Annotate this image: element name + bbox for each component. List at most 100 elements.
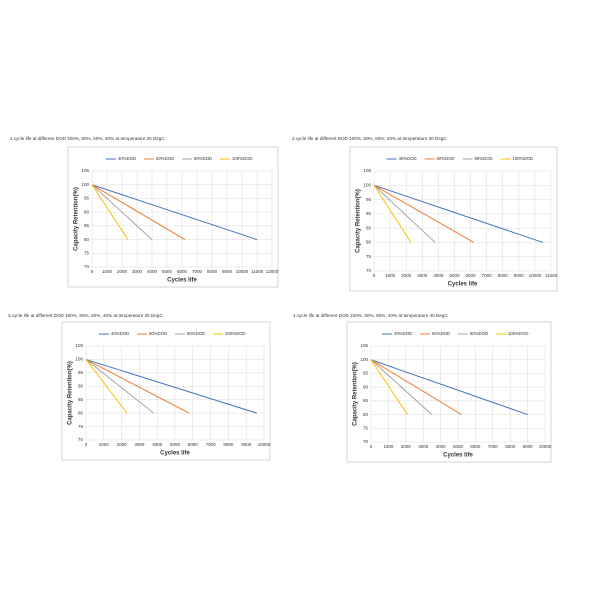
y-tick-label: 100 — [81, 182, 89, 187]
chart-title: 2.cycle life at different DOD 100%, 80%,… — [292, 136, 447, 141]
y-tick-label: 80 — [366, 240, 372, 245]
y-tick-label: 85 — [363, 398, 369, 403]
x-tick-label: 5000 — [449, 273, 460, 278]
y-tick-label: 70 — [363, 439, 369, 444]
series-line — [373, 185, 412, 243]
y-axis-title: Capacity Retention(%) — [353, 362, 359, 426]
x-tick-label: 3000 — [132, 269, 143, 274]
x-tick-label: 9000 — [514, 273, 525, 278]
y-tick-label: 85 — [366, 225, 372, 230]
series-line — [370, 359, 433, 415]
series-line — [370, 359, 528, 416]
chart: 4.cycle life at different DOD 100%, 80%,… — [293, 313, 552, 463]
x-tick-label: 8000 — [223, 442, 234, 447]
y-tick-label: 95 — [78, 370, 84, 375]
legend-label: 60%DOD — [432, 331, 450, 336]
x-tick-label: 4000 — [147, 269, 158, 274]
y-tick-label: 90 — [363, 384, 369, 389]
x-axis-title: Cycles life — [167, 278, 197, 284]
y-axis-title: Capacity Retention(%) — [74, 187, 80, 251]
chart-title: 1.cycle life at different DOD 100%, 80%,… — [10, 136, 165, 141]
y-axis-title: Capacity Retention(%) — [356, 189, 362, 253]
x-tick-label: 7000 — [482, 273, 493, 278]
series-line — [91, 184, 129, 240]
x-tick-label: 11000 — [251, 269, 264, 274]
x-tick-label: 3000 — [134, 442, 145, 447]
x-tick-label: 3000 — [417, 273, 428, 278]
x-tick-label: 1000 — [99, 442, 110, 447]
x-tick-label: 2000 — [117, 442, 128, 447]
series-line — [85, 358, 258, 414]
x-tick-label: 0 — [370, 444, 373, 449]
x-tick-label: 10000 — [236, 269, 249, 274]
y-tick-label: 85 — [78, 397, 84, 402]
series-line — [373, 184, 544, 243]
y-tick-label: 105 — [360, 343, 368, 348]
x-tick-label: 7000 — [192, 269, 203, 274]
x-tick-label: 9000 — [222, 269, 233, 274]
x-tick-label: 4000 — [152, 442, 163, 447]
series-line — [91, 184, 153, 240]
chart-title: 3.cycle life at different DOD 100%, 80%,… — [8, 313, 163, 318]
x-tick-label: 0 — [373, 273, 376, 278]
x-tick-label: 10000 — [258, 442, 271, 447]
x-tick-label: 1000 — [102, 269, 113, 274]
legend-label: 80%DOD — [475, 156, 493, 161]
y-tick-label: 100 — [360, 357, 368, 362]
legend-label: 60%DOD — [437, 156, 455, 161]
y-tick-label: 80 — [78, 410, 84, 415]
chart: 1.cycle life at different DOD 100%, 80%,… — [10, 136, 279, 288]
x-tick-label: 3000 — [418, 444, 429, 449]
y-tick-label: 80 — [84, 237, 90, 242]
x-tick-label: 1000 — [383, 444, 394, 449]
y-tick-label: 75 — [363, 425, 369, 430]
chart-frame — [67, 146, 279, 288]
y-tick-label: 70 — [84, 264, 90, 269]
x-axis-title: Cycles life — [160, 451, 190, 457]
x-tick-label: 6000 — [177, 269, 188, 274]
y-tick-label: 100 — [363, 182, 371, 187]
y-tick-label: 100 — [75, 357, 83, 362]
x-tick-label: 7000 — [206, 442, 217, 447]
y-tick-label: 85 — [84, 223, 90, 228]
chart: 2.cycle life at different DOD 100%, 80%,… — [292, 136, 558, 292]
chart-frame — [61, 321, 271, 461]
y-tick-label: 70 — [78, 437, 84, 442]
x-tick-label: 10000 — [539, 444, 552, 449]
x-tick-label: 2000 — [401, 273, 412, 278]
chart: 3.cycle life at different DOD 100%, 80%,… — [8, 313, 271, 461]
x-tick-label: 6000 — [188, 442, 199, 447]
y-tick-label: 80 — [363, 412, 369, 417]
series-line — [85, 359, 154, 414]
series-line — [85, 359, 128, 414]
x-tick-label: 8000 — [505, 444, 516, 449]
legend-label: 100%DOD — [508, 331, 529, 336]
y-tick-label: 75 — [84, 250, 90, 255]
y-tick-label: 70 — [366, 268, 372, 273]
x-tick-label: 1000 — [385, 273, 396, 278]
legend-label: 100%DOD — [513, 156, 534, 161]
legend-label: 40%DOD — [399, 156, 417, 161]
series-line — [91, 184, 186, 241]
legend-label: 60%DOD — [149, 331, 167, 336]
x-tick-label: 12000 — [266, 269, 279, 274]
x-tick-label: 8000 — [498, 273, 509, 278]
chart-frame — [346, 321, 552, 463]
x-tick-label: 0 — [85, 442, 88, 447]
legend-label: 40%DOD — [394, 331, 412, 336]
y-tick-label: 105 — [75, 343, 83, 348]
x-tick-label: 2000 — [117, 269, 128, 274]
y-tick-label: 105 — [363, 168, 371, 173]
x-tick-label: 4000 — [436, 444, 447, 449]
y-tick-label: 90 — [366, 211, 372, 216]
legend-label: 40%DOD — [118, 156, 136, 161]
x-tick-label: 4000 — [433, 273, 444, 278]
y-tick-label: 75 — [366, 254, 372, 259]
x-tick-label: 5000 — [453, 444, 464, 449]
x-tick-label: 10000 — [529, 273, 542, 278]
x-axis-title: Cycles life — [443, 453, 473, 459]
y-tick-label: 95 — [363, 371, 369, 376]
x-tick-label: 11000 — [545, 273, 558, 278]
x-tick-label: 5000 — [170, 442, 181, 447]
